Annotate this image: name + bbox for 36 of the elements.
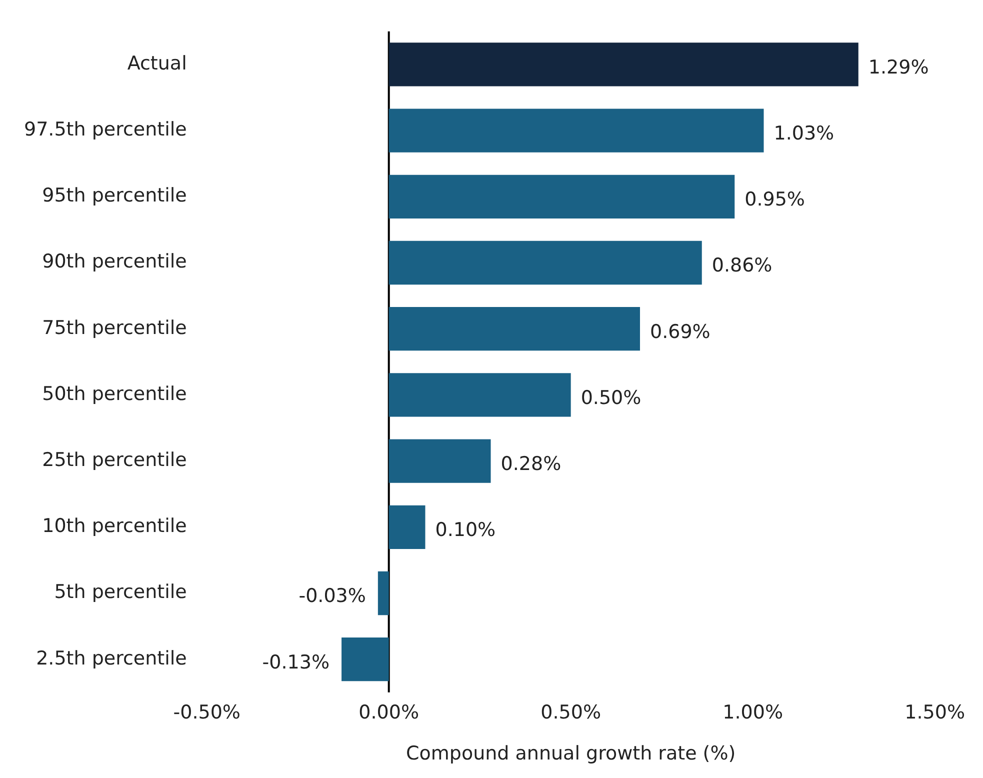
y-tick-label: 10th percentile	[42, 515, 187, 538]
bar	[388, 439, 491, 483]
y-tick-label: 2.5th percentile	[36, 647, 187, 670]
bar	[388, 373, 571, 417]
y-tick-label: 90th percentile	[42, 250, 187, 273]
data-label: 1.03%	[774, 122, 834, 144]
y-tick-label: 95th percentile	[42, 184, 187, 207]
y-tick-label: 75th percentile	[42, 316, 187, 339]
y-tick-label: 50th percentile	[42, 382, 187, 405]
y-tick-label: 5th percentile	[54, 581, 187, 604]
data-label: 0.50%	[580, 386, 642, 409]
bar	[388, 240, 702, 285]
x-tick-label: 0.00%	[358, 702, 420, 724]
bar	[342, 638, 389, 682]
x-tick-label: -0.50%	[173, 702, 240, 724]
data-label: 0.69%	[650, 320, 710, 343]
bar	[388, 174, 735, 218]
y-tick-label: 97.5th percentile	[24, 118, 187, 140]
bar	[388, 505, 426, 549]
x-tick-label: 1.50%	[904, 702, 965, 724]
bar	[378, 571, 389, 616]
bar	[388, 42, 858, 86]
data-label: -0.13%	[262, 651, 330, 674]
data-label: 1.29%	[868, 56, 929, 78]
data-label: 0.86%	[712, 254, 772, 277]
x-axis-title: Compound annual growth rate (%)	[406, 742, 736, 765]
x-tick-label: 1.00%	[722, 702, 784, 724]
x-tick-label: 0.50%	[540, 702, 602, 724]
y-tick-label: Actual	[127, 52, 187, 74]
data-label: 0.28%	[500, 452, 562, 475]
data-label: 0.95%	[744, 188, 805, 211]
data-label: 0.10%	[435, 519, 496, 542]
data-label: -0.03%	[298, 585, 366, 608]
bar	[388, 108, 764, 152]
bar	[388, 307, 640, 351]
y-tick-label: 25th percentile	[42, 448, 187, 471]
